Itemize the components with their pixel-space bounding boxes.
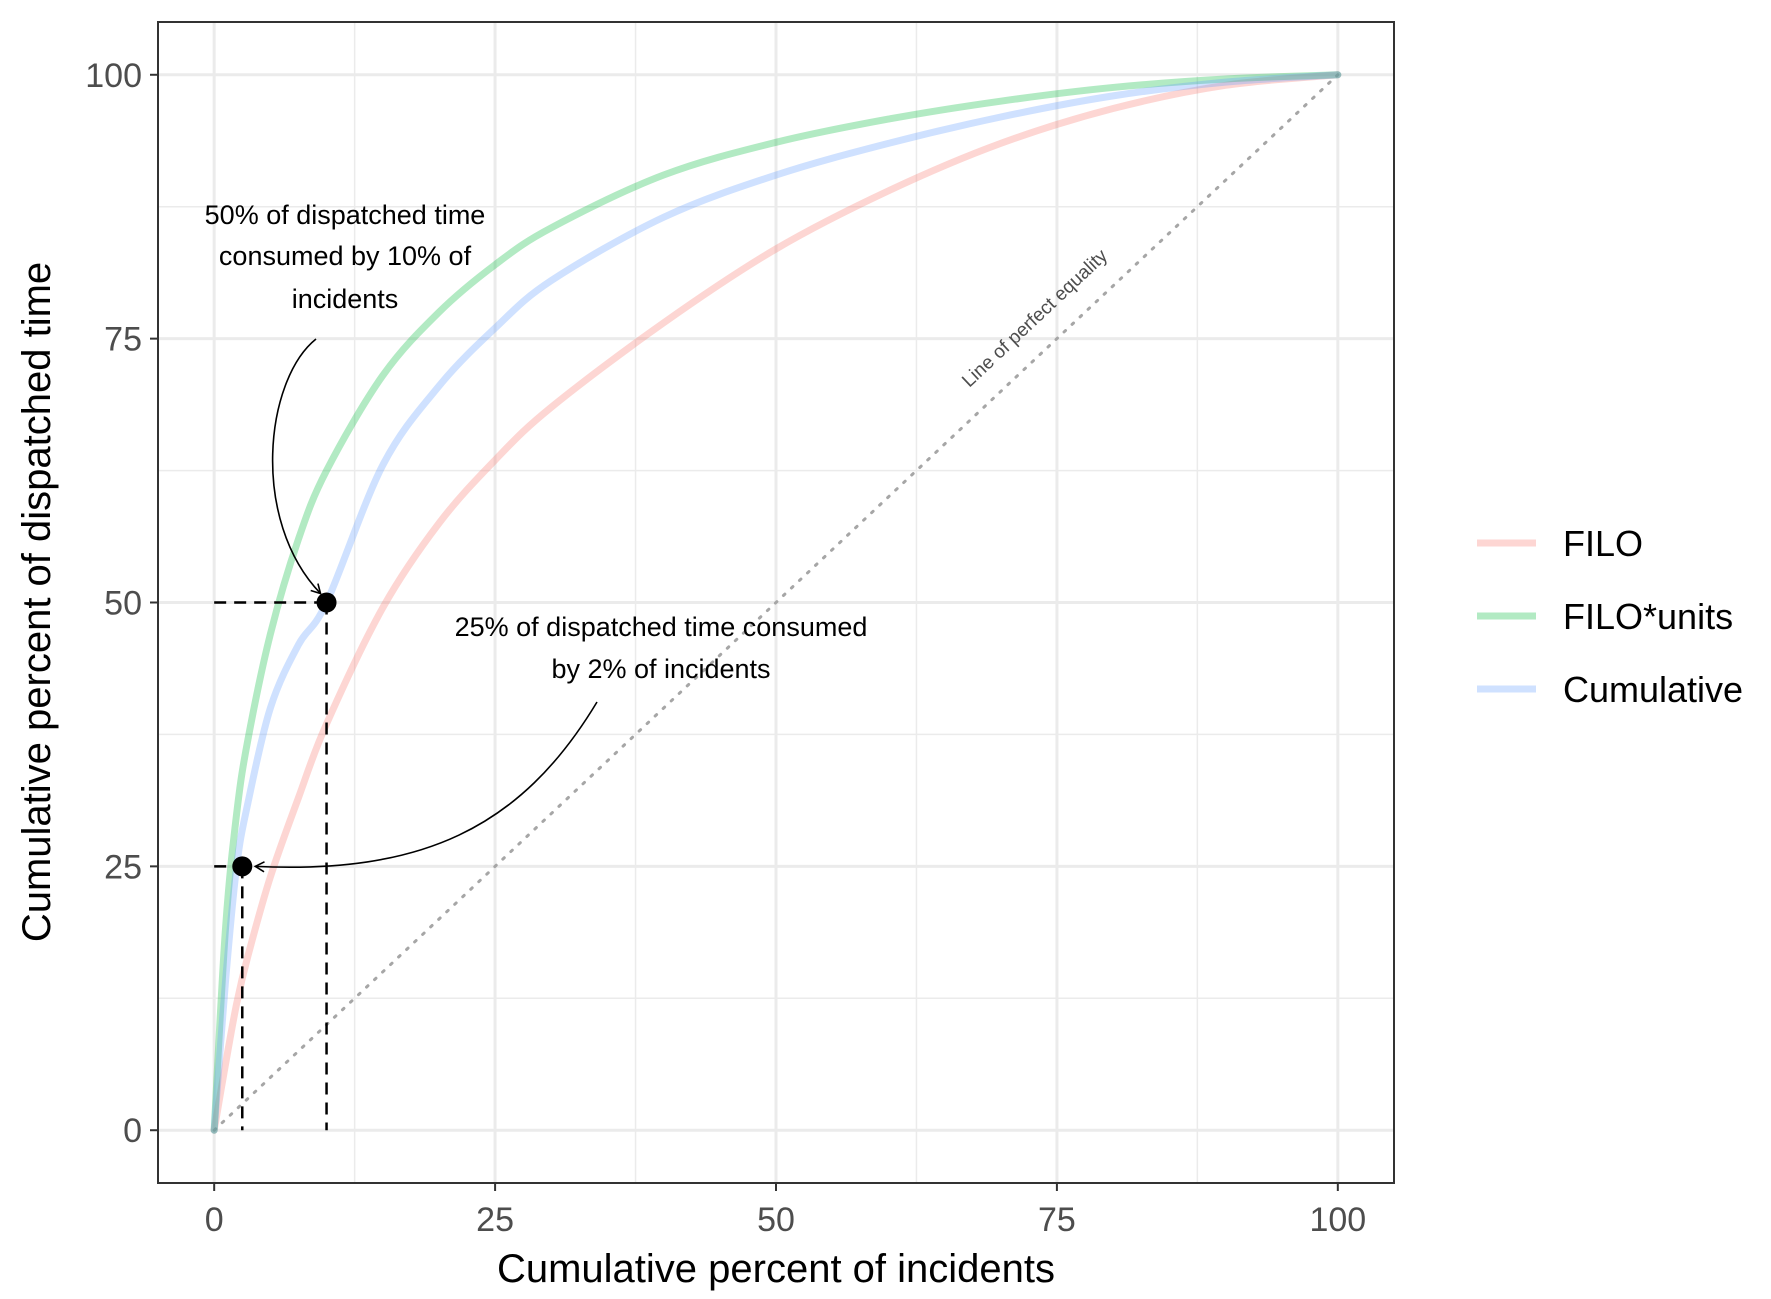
reference-line (212, 73, 1340, 1132)
y-tick-label: 75 (104, 321, 142, 359)
reference-line-layer (212, 73, 1340, 1132)
x-tick-label: 25 (476, 1201, 514, 1239)
annotation-50-line-3: incidents (292, 284, 399, 314)
highlight-point-1 (232, 856, 253, 877)
series-line-filo (210, 71, 1342, 1134)
annotation-arrow-1 (271, 338, 322, 595)
y-axis-title: Cumulative percent of dispatched time (15, 262, 59, 942)
y-tick-label: 0 (123, 1112, 142, 1150)
series-line-cumulative (210, 71, 1342, 1134)
series-line-filo-units (210, 71, 1342, 1134)
highlight-point-0 (316, 592, 337, 613)
x-tick-label: 50 (757, 1201, 795, 1239)
y-tick-label: 100 (85, 57, 142, 95)
y-tick-label: 50 (104, 585, 142, 623)
annotation-50-line-1: 50% of dispatched time (205, 200, 486, 230)
x-tick-label: 75 (1038, 1201, 1076, 1239)
x-tick-label: 100 (1309, 1201, 1366, 1239)
annotation-25-line-1: 25% of dispatched time consumed (455, 612, 868, 642)
x-axis: 0 25 50 75 100 (205, 1183, 1366, 1239)
legend-label-cumulative: Cumulative (1563, 669, 1743, 710)
annotation-arrows-layer (253, 338, 598, 873)
annotation-50-percent: 50% of dispatched time consumed by 10% o… (205, 200, 486, 314)
series-layer (210, 71, 1342, 1134)
x-axis-title: Cumulative percent of incidents (497, 1247, 1055, 1291)
highlight-points-layer (232, 592, 337, 877)
annotation-25-percent: 25% of dispatched time consumed by 2% of… (455, 612, 868, 684)
legend-label-filo-units: FILO*units (1563, 596, 1733, 637)
y-axis: 0 25 50 75 100 (85, 57, 158, 1150)
y-tick-label: 25 (104, 848, 142, 886)
x-tick-label: 0 (205, 1201, 224, 1239)
annotation-25-line-2: by 2% of incidents (551, 654, 770, 684)
legend: FILO FILO*units Cumulative (1477, 523, 1743, 710)
annotation-arrow-2 (253, 701, 598, 873)
legend-label-filo: FILO (1563, 523, 1643, 564)
annotation-50-line-2: consumed by 10% of (219, 241, 472, 271)
